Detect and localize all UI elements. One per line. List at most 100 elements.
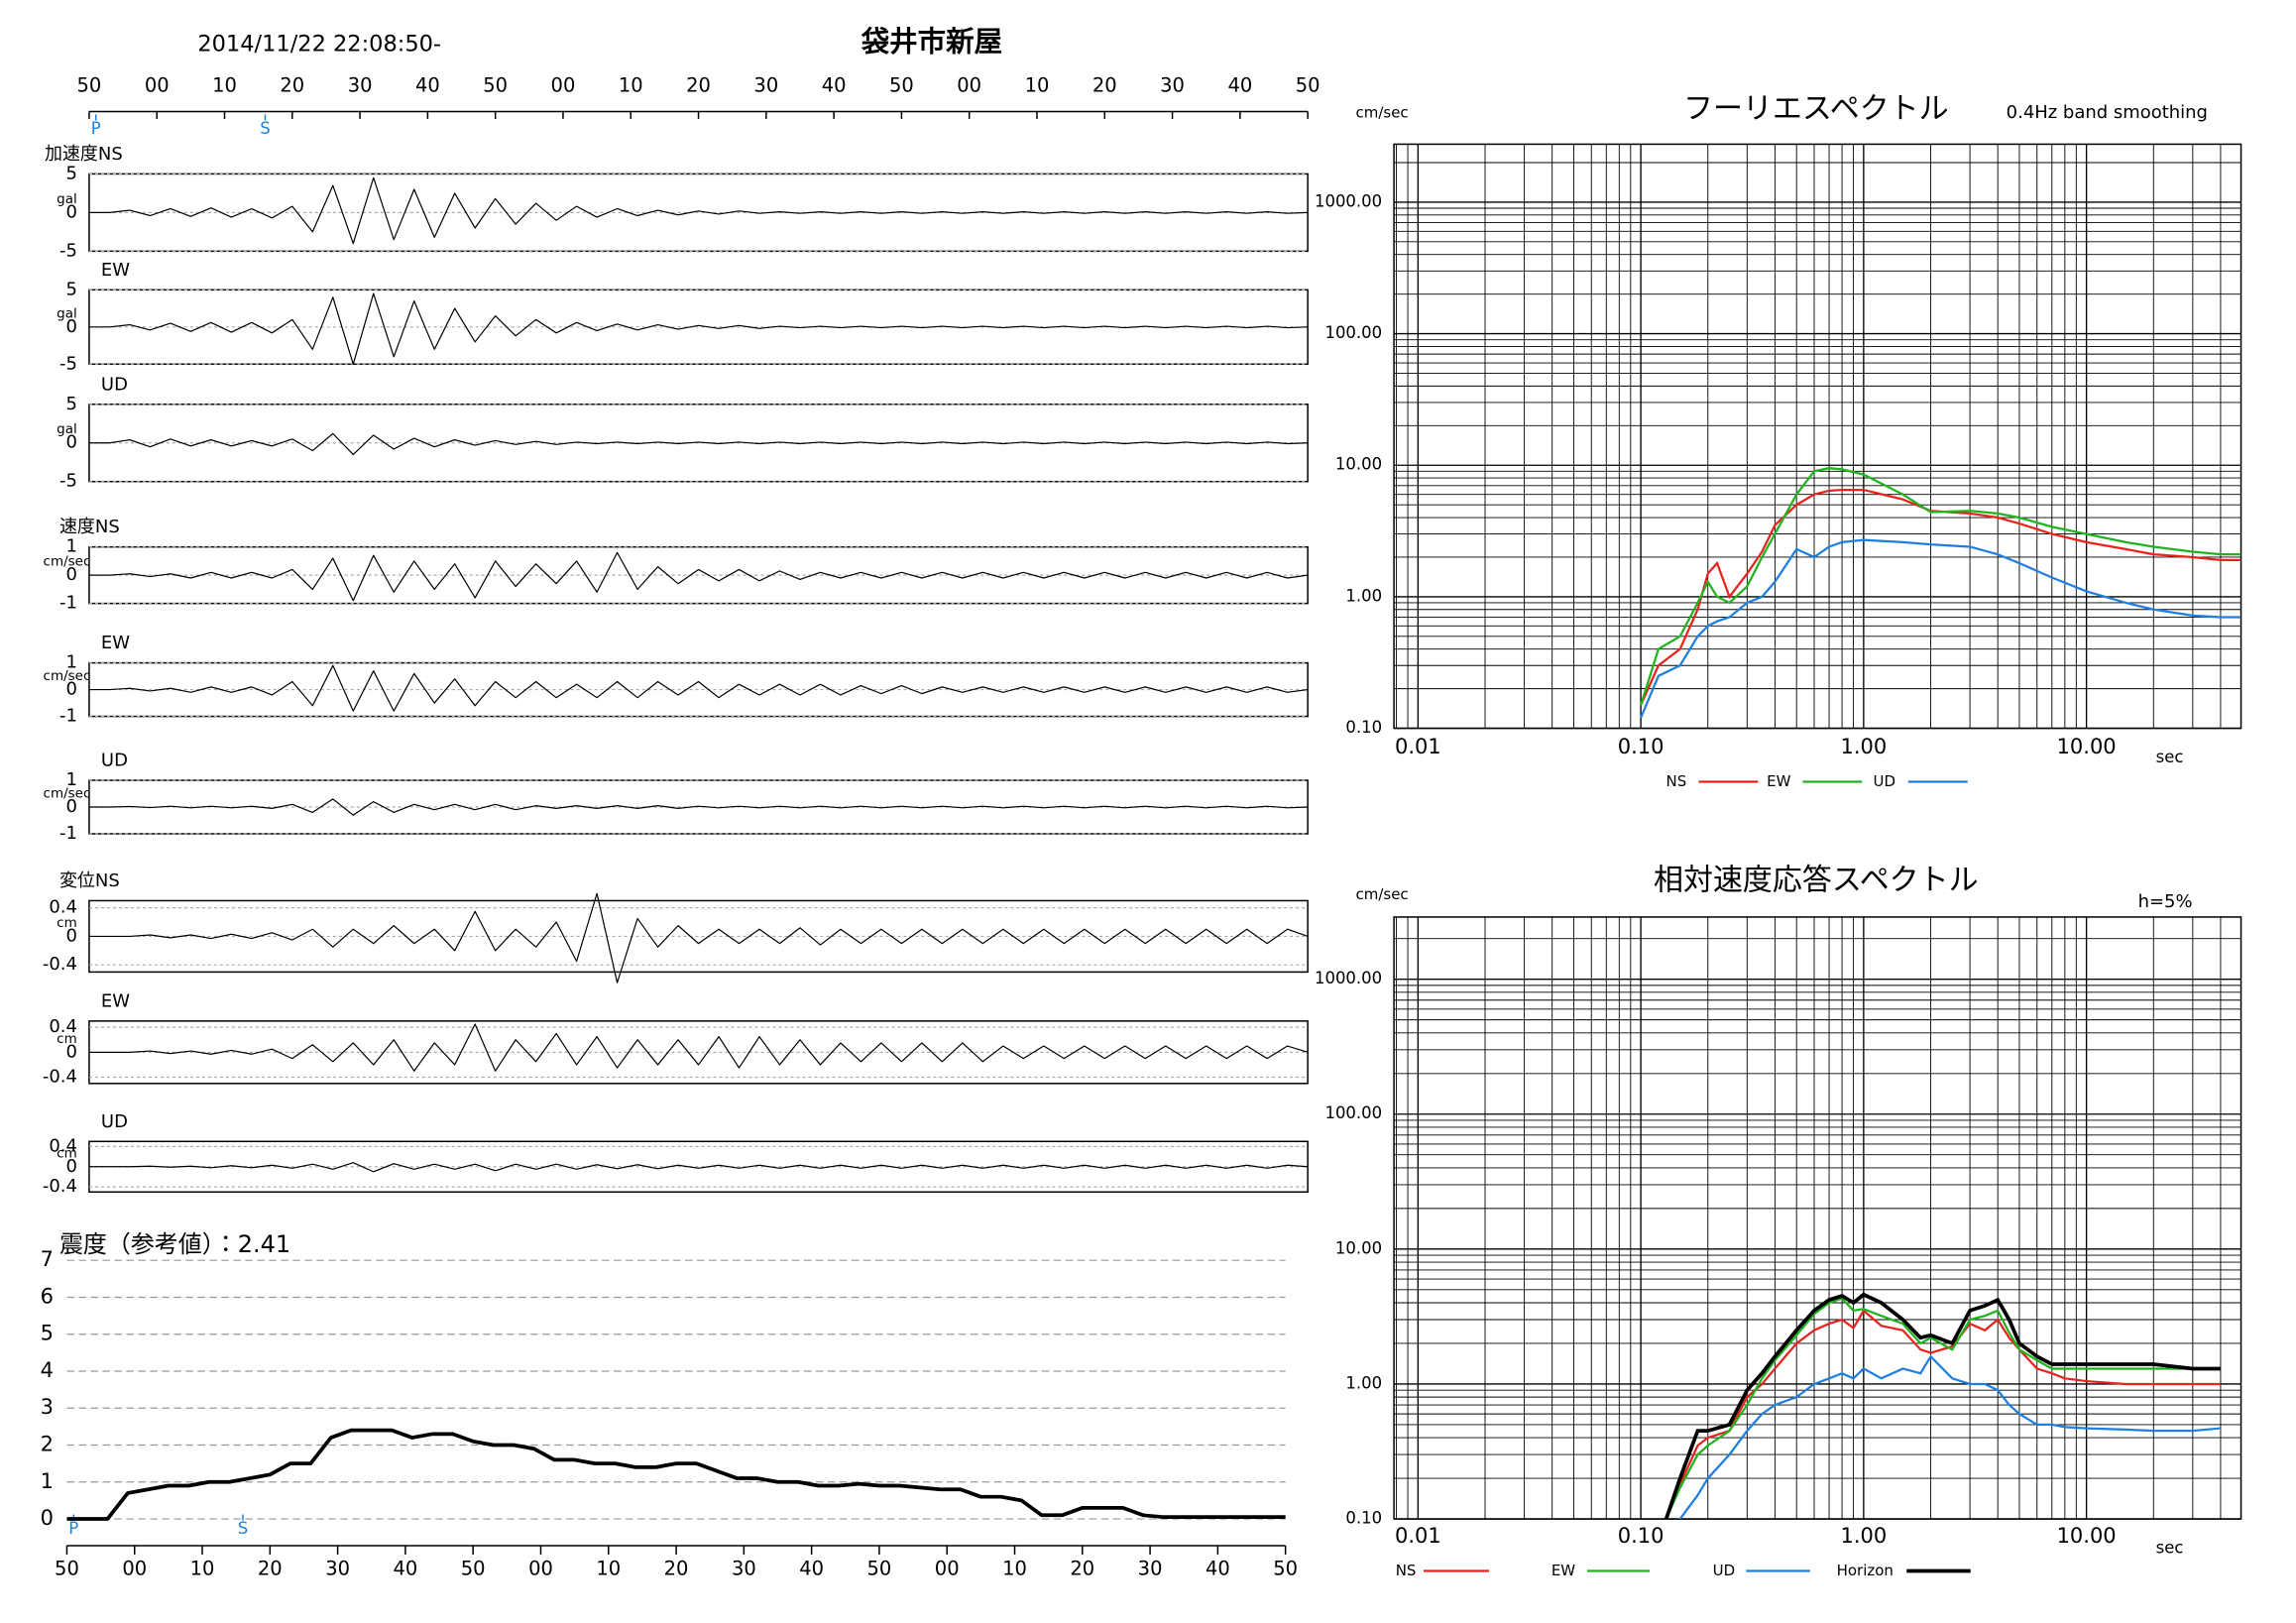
waveform-trace: [88, 432, 1309, 456]
waveform-trace: [88, 798, 1309, 816]
y-tick-label: 0.10: [1345, 1509, 1382, 1528]
x-tick-label: 10.00: [2057, 1524, 2117, 1548]
y-tick-label: 5: [41, 1322, 54, 1345]
y-tick-label: 10.00: [1335, 455, 1382, 474]
waveform-unit: gal: [57, 305, 77, 321]
waveform-tick-label: 0: [66, 1156, 77, 1177]
spectrum-line: [1640, 538, 2240, 719]
waveform-tick-label: 0.4: [49, 897, 77, 918]
x-tick-label: 50: [1273, 1558, 1298, 1580]
chart-subtitle: 0.4Hz band smoothing: [2007, 102, 2208, 123]
waveform-trace: [88, 1162, 1309, 1173]
record-datetime: 2014/11/22 22:08:50-: [197, 32, 441, 58]
x-tick-label: 1.00: [1841, 735, 1888, 758]
intensity-line: [66, 1428, 1286, 1521]
phase-marker-label: P: [68, 1519, 78, 1538]
y-tick-label: 10.00: [1335, 1238, 1382, 1257]
waveform-name: EW: [101, 990, 130, 1011]
time-tick-label: 50: [889, 73, 914, 96]
x-tick-label: 1.00: [1841, 1524, 1888, 1548]
waveform-unit: cm/sec: [44, 668, 91, 684]
x-axis-unit: sec: [2156, 748, 2184, 766]
x-tick-label: 20: [664, 1558, 689, 1580]
waveform-tick-label: -1: [59, 706, 77, 727]
time-tick-label: 50: [1296, 73, 1320, 96]
x-tick-label: 20: [1070, 1558, 1094, 1580]
time-tick-label: 10: [619, 73, 643, 96]
waveform-tick-label: 0: [66, 201, 77, 222]
waveform-tick-label: 0: [66, 564, 77, 585]
y-tick-label: 1.00: [1345, 586, 1382, 605]
y-tick-label: 100.00: [1324, 323, 1382, 342]
waveform-tick-label: 0: [66, 316, 77, 337]
time-tick-label: 30: [1160, 73, 1185, 96]
waveform-tick-label: -5: [59, 471, 77, 492]
time-tick-label: 50: [77, 73, 102, 96]
legend-label: EW: [1767, 772, 1790, 790]
time-tick-label: 20: [280, 73, 304, 96]
y-tick-label: 1.00: [1345, 1373, 1382, 1392]
waveform-unit: cm: [57, 915, 77, 931]
waveform-tick-label: 0: [66, 796, 77, 817]
waveform-tick-label: -0.4: [43, 954, 77, 975]
phase-marker-label: P: [91, 119, 101, 138]
x-tick-label: 00: [935, 1558, 960, 1580]
x-tick-label: 20: [258, 1558, 283, 1580]
waveform-name: 変位NS: [59, 870, 120, 891]
phase-marker-label: S: [238, 1519, 248, 1538]
x-tick-label: 30: [732, 1558, 756, 1580]
time-tick-label: 40: [415, 73, 440, 96]
waveform-unit: cm/sec: [44, 786, 91, 802]
waveform-name: UD: [101, 751, 128, 771]
waveform-name: 加速度NS: [45, 144, 123, 165]
y-tick-label: 100.00: [1324, 1103, 1382, 1122]
waveform-tick-label: 0: [66, 925, 77, 946]
waveform-unit: cm: [57, 1031, 77, 1047]
waveform-tick-label: 5: [66, 394, 77, 414]
x-tick-label: 10.00: [2057, 735, 2117, 758]
x-tick-label: 40: [1205, 1558, 1230, 1580]
x-axis-unit: sec: [2156, 1539, 2184, 1558]
time-tick-label: 10: [212, 73, 237, 96]
x-tick-label: 0.10: [1618, 735, 1665, 758]
x-tick-label: 0.01: [1395, 1524, 1441, 1548]
waveform-tick-label: -1: [59, 593, 77, 614]
waveform-name: EW: [101, 260, 130, 281]
waveform-trace: [88, 176, 1309, 245]
spectrum-line: [1664, 1292, 2221, 1520]
station-name: 袋井市新屋: [861, 26, 1002, 58]
x-tick-label: 0.10: [1618, 1524, 1665, 1548]
y-tick-label: 3: [41, 1395, 54, 1419]
waveform-tick-label: 0.4: [49, 1016, 77, 1037]
time-tick-label: 20: [686, 73, 711, 96]
legend-label: NS: [1666, 772, 1687, 790]
chart-annotation: h=5%: [2138, 891, 2193, 912]
y-axis-unit: cm/sec: [1356, 885, 1409, 903]
y-tick-label: 7: [41, 1247, 54, 1271]
x-tick-label: 30: [325, 1558, 350, 1580]
waveform-name: 速度NS: [59, 517, 120, 537]
x-tick-label: 50: [461, 1558, 486, 1580]
time-tick-label: 00: [957, 73, 981, 96]
waveform-tick-label: 0: [66, 432, 77, 453]
waveform-tick-label: -0.4: [43, 1176, 77, 1197]
waveform-tick-label: 1: [66, 652, 77, 673]
chart-title: フーリエスペクトル: [1683, 91, 1949, 126]
chart-title: 相対速度応答スペクトル: [1654, 863, 1979, 897]
x-tick-label: 10: [596, 1558, 621, 1580]
x-tick-label: 00: [122, 1558, 147, 1580]
spectrum-line: [1640, 488, 2240, 706]
waveform-tick-label: 0: [66, 679, 77, 700]
waveform-name: UD: [101, 374, 128, 395]
waveform-tick-label: -0.4: [43, 1067, 77, 1088]
waveform-trace: [88, 292, 1309, 365]
legend-label: UD: [1874, 772, 1896, 790]
waveform-trace: [88, 551, 1309, 602]
waveform-trace: [88, 892, 1309, 984]
waveform-tick-label: -5: [59, 353, 77, 374]
x-tick-label: 30: [1138, 1558, 1163, 1580]
spectrum-line: [1665, 1309, 2221, 1520]
time-tick-label: 30: [753, 73, 778, 96]
